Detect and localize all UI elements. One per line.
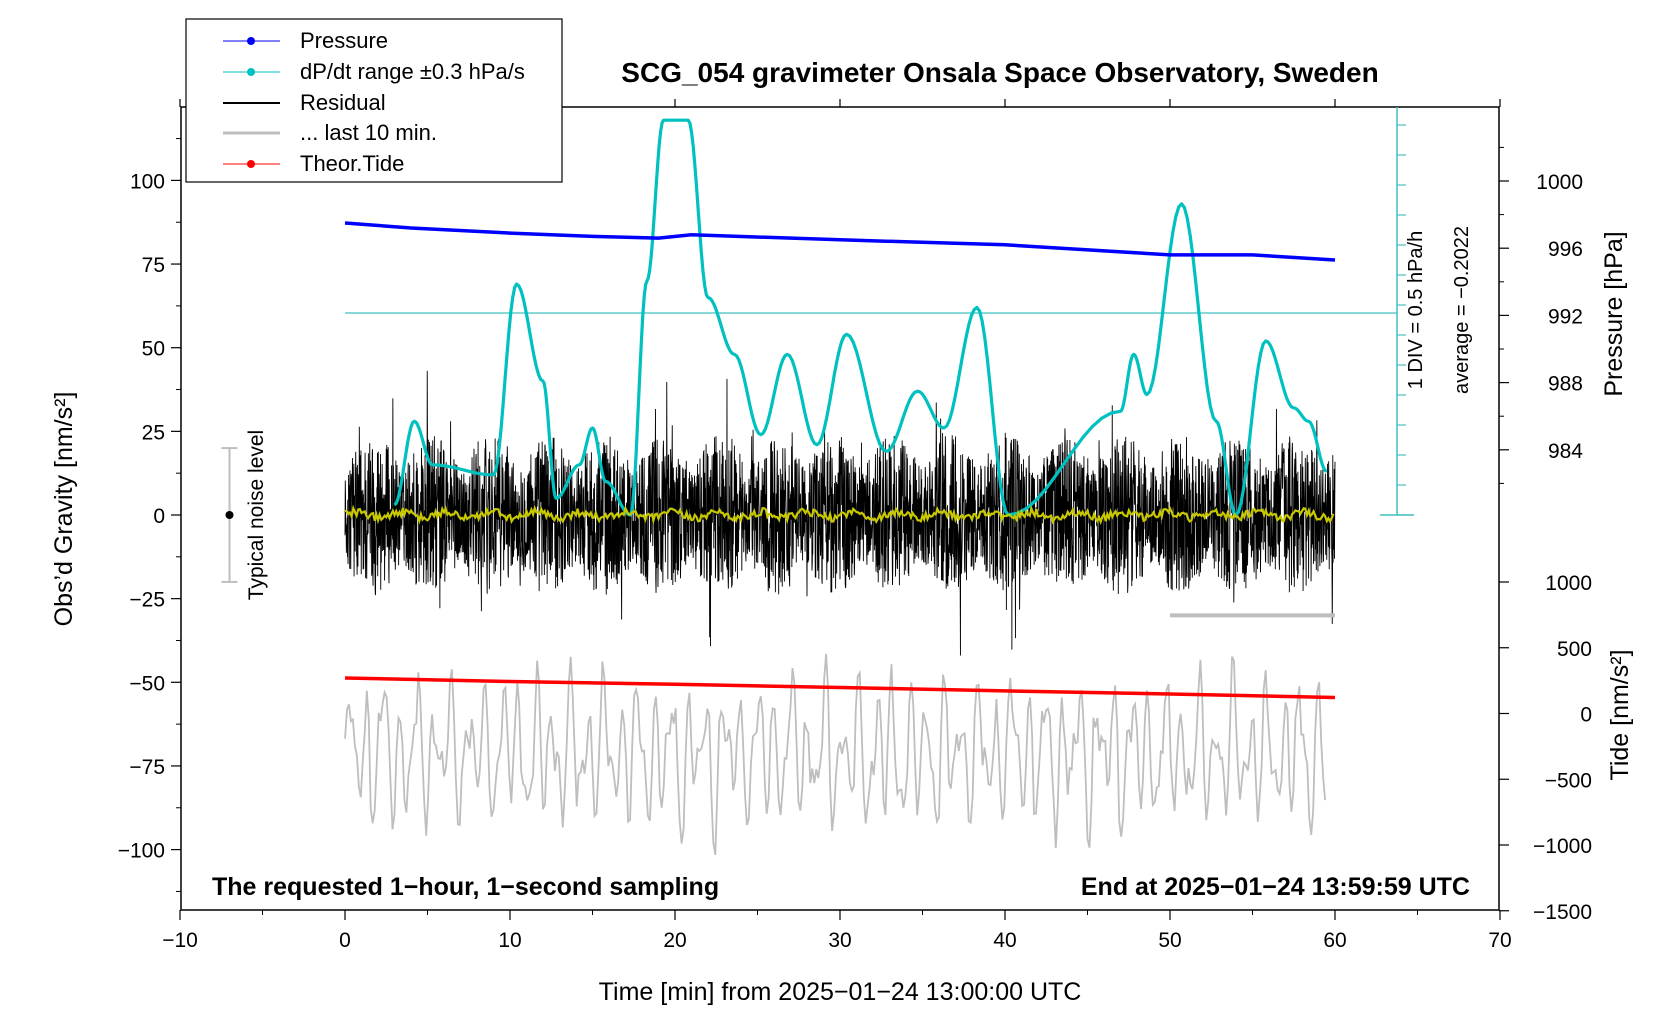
x-tick-label: −10 — [162, 929, 198, 952]
noise-level-indicator: Typical noise level — [221, 430, 268, 600]
legend-box — [185, 18, 563, 183]
theor-tide-line — [344, 676, 1336, 700]
dpdt-series — [393, 118, 1328, 517]
y-axis-label-pressure: Pressure [hPa] — [1600, 231, 1628, 396]
dpdt-axis — [1380, 107, 1414, 516]
x-tick-label: 70 — [1488, 929, 1511, 952]
dpdt-line — [393, 118, 1328, 517]
legend-marker-dpdt — [247, 68, 255, 76]
annotation-end-time: End at 2025−01−24 13:59:59 UTC — [1081, 873, 1470, 901]
legend: Pressure dP/dt range ±0.3 hPa/s Residual… — [185, 18, 563, 183]
pressure-axis: 1000 996 992 988 984 — [1499, 146, 1583, 484]
y-tick-label: −25 — [129, 589, 165, 612]
tide-scaled-residual-line — [344, 653, 1326, 856]
legend-item-tide: Theor.Tide — [223, 151, 404, 176]
y-tick-label: 75 — [142, 254, 165, 277]
pressure-line — [344, 221, 1336, 262]
y-tick-label: 25 — [142, 421, 165, 444]
y-tick-label: 0 — [153, 505, 165, 528]
legend-item-pressure: Pressure — [223, 28, 388, 53]
pressure-series — [344, 221, 1336, 262]
legend-label-last10: ... last 10 min. — [300, 120, 437, 145]
legend-item-dpdt: dP/dt range ±0.3 hPa/s — [223, 59, 525, 84]
x-tick-label: 50 — [1158, 929, 1181, 952]
legend-label-dpdt: dP/dt range ±0.3 hPa/s — [300, 59, 525, 84]
dpdt-div-label: 1 DIV = 0.5 hPa/h — [1405, 231, 1427, 389]
x-tick-label: 30 — [828, 929, 851, 952]
tide-scaled-residual — [344, 653, 1326, 856]
legend-item-last10: ... last 10 min. — [223, 120, 437, 145]
dpdt-average-label: average = −0.2022 — [1451, 226, 1473, 394]
tide-tick-label: 1000 — [1545, 572, 1592, 595]
x-axis: −10 0 10 20 30 40 50 60 70 — [162, 99, 1512, 952]
chart-title: SCG_054 gravimeter Onsala Space Observat… — [621, 57, 1378, 88]
y-axis-label-tide: Tide [nm/s²] — [1606, 649, 1634, 780]
tide-tick-label: −1500 — [1533, 901, 1592, 924]
theor-tide-series — [344, 676, 1336, 700]
legend-marker-pressure — [247, 37, 255, 45]
y-axis-label-left-text: Obs’d Gravity [nm/s²] — [50, 392, 78, 627]
x-tick-label: 40 — [993, 929, 1016, 952]
pressure-tick-label: 984 — [1548, 440, 1583, 463]
pressure-tick-label: 996 — [1548, 238, 1583, 261]
legend-label-residual: Residual — [300, 90, 386, 115]
legend-label-pressure: Pressure — [300, 28, 388, 53]
pressure-tick-label: 1000 — [1536, 171, 1583, 194]
y-tick-label: 50 — [142, 338, 165, 361]
x-tick-label: 60 — [1323, 929, 1346, 952]
noise-level-center-dot — [225, 511, 234, 519]
x-tick-label: 0 — [339, 929, 351, 952]
y-tick-label: −75 — [129, 756, 165, 779]
legend-marker-tide — [247, 160, 255, 168]
y-tick-label: −100 — [118, 840, 165, 863]
residual-line — [344, 370, 1336, 656]
y-tick-label: 100 — [130, 170, 165, 193]
pressure-tick-label: 992 — [1548, 305, 1583, 328]
residual-series — [344, 370, 1336, 656]
x-tick-label: 20 — [663, 929, 686, 952]
tide-axis: 1000 500 0 −500 −1000 −1500 — [1499, 572, 1592, 924]
tide-tick-label: −1000 — [1533, 835, 1592, 858]
noise-level-label: Typical noise level — [245, 430, 268, 600]
annotation-sampling: The requested 1−hour, 1−second sampling — [212, 873, 719, 901]
x-axis-label: Time [min] from 2025−01−24 13:00:00 UTC — [599, 978, 1082, 1006]
y-axis-left: 100 75 50 25 0 −25 −50 −75 −100 — [118, 138, 181, 892]
tide-tick-label: 500 — [1557, 638, 1592, 661]
tide-tick-label: −500 — [1545, 769, 1592, 792]
legend-item-residual: Residual — [223, 90, 386, 115]
legend-label-tide: Theor.Tide — [300, 151, 404, 176]
smoothed-residual-line — [344, 504, 1335, 526]
tide-tick-label: 0 — [1580, 704, 1592, 727]
pressure-tick-label: 988 — [1548, 373, 1583, 396]
smoothed-residual-series — [344, 504, 1335, 526]
y-axis-label-left: Obs’d Gravity [nm/s²] — [50, 392, 78, 627]
y-tick-label: −50 — [129, 672, 165, 695]
x-tick-label: 10 — [498, 929, 521, 952]
